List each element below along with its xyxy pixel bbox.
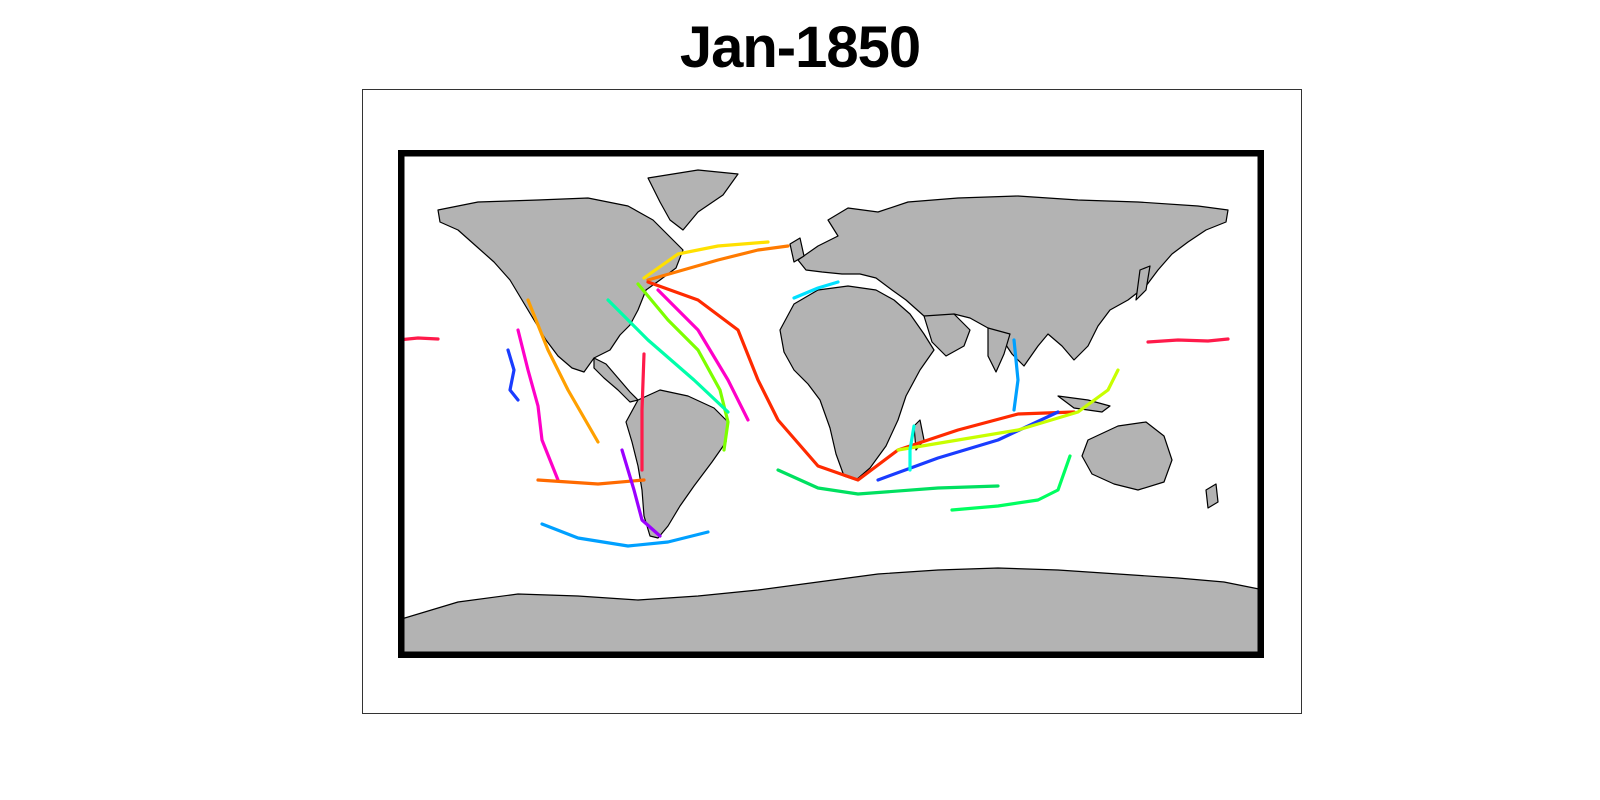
land-japan	[1135, 265, 1151, 301]
ship-track	[506, 348, 520, 402]
land-group	[398, 169, 1264, 658]
land-indonesia	[1057, 395, 1111, 413]
world-map	[398, 150, 1264, 658]
map-title: Jan-1850	[679, 15, 921, 80]
ship-tracks	[398, 240, 1230, 548]
land-british-isles	[789, 237, 805, 263]
ship-track	[792, 280, 840, 300]
land-arabia	[923, 313, 971, 357]
land-eurasia	[797, 195, 1229, 367]
land-north-america	[437, 197, 684, 373]
ship-track	[516, 328, 560, 482]
figure-frame	[362, 89, 1302, 714]
ship-track	[642, 240, 770, 280]
land-australia	[1081, 421, 1173, 491]
ship-track	[908, 424, 916, 472]
ship-track	[1012, 338, 1020, 412]
ship-track	[606, 298, 730, 414]
ship-track	[636, 282, 730, 452]
ship-track	[540, 522, 710, 548]
ship-track	[646, 280, 1076, 482]
ship-track	[526, 298, 600, 444]
land-antarctica	[398, 567, 1264, 658]
ship-track	[646, 244, 790, 282]
ship-track	[1146, 337, 1230, 344]
land-central-america	[593, 357, 639, 403]
land-new-zealand	[1205, 483, 1219, 509]
ship-track	[950, 454, 1072, 512]
map-border	[398, 150, 1264, 658]
ship-track	[620, 448, 662, 538]
ship-track	[640, 352, 646, 472]
land-india	[987, 327, 1011, 373]
land-greenland	[647, 169, 739, 231]
ship-track	[536, 478, 646, 486]
ship-track	[776, 468, 1000, 496]
ship-track	[896, 368, 1120, 452]
ship-track	[398, 336, 440, 342]
land-south-america	[625, 389, 729, 539]
land-africa	[779, 285, 935, 481]
ship-track	[656, 288, 750, 422]
